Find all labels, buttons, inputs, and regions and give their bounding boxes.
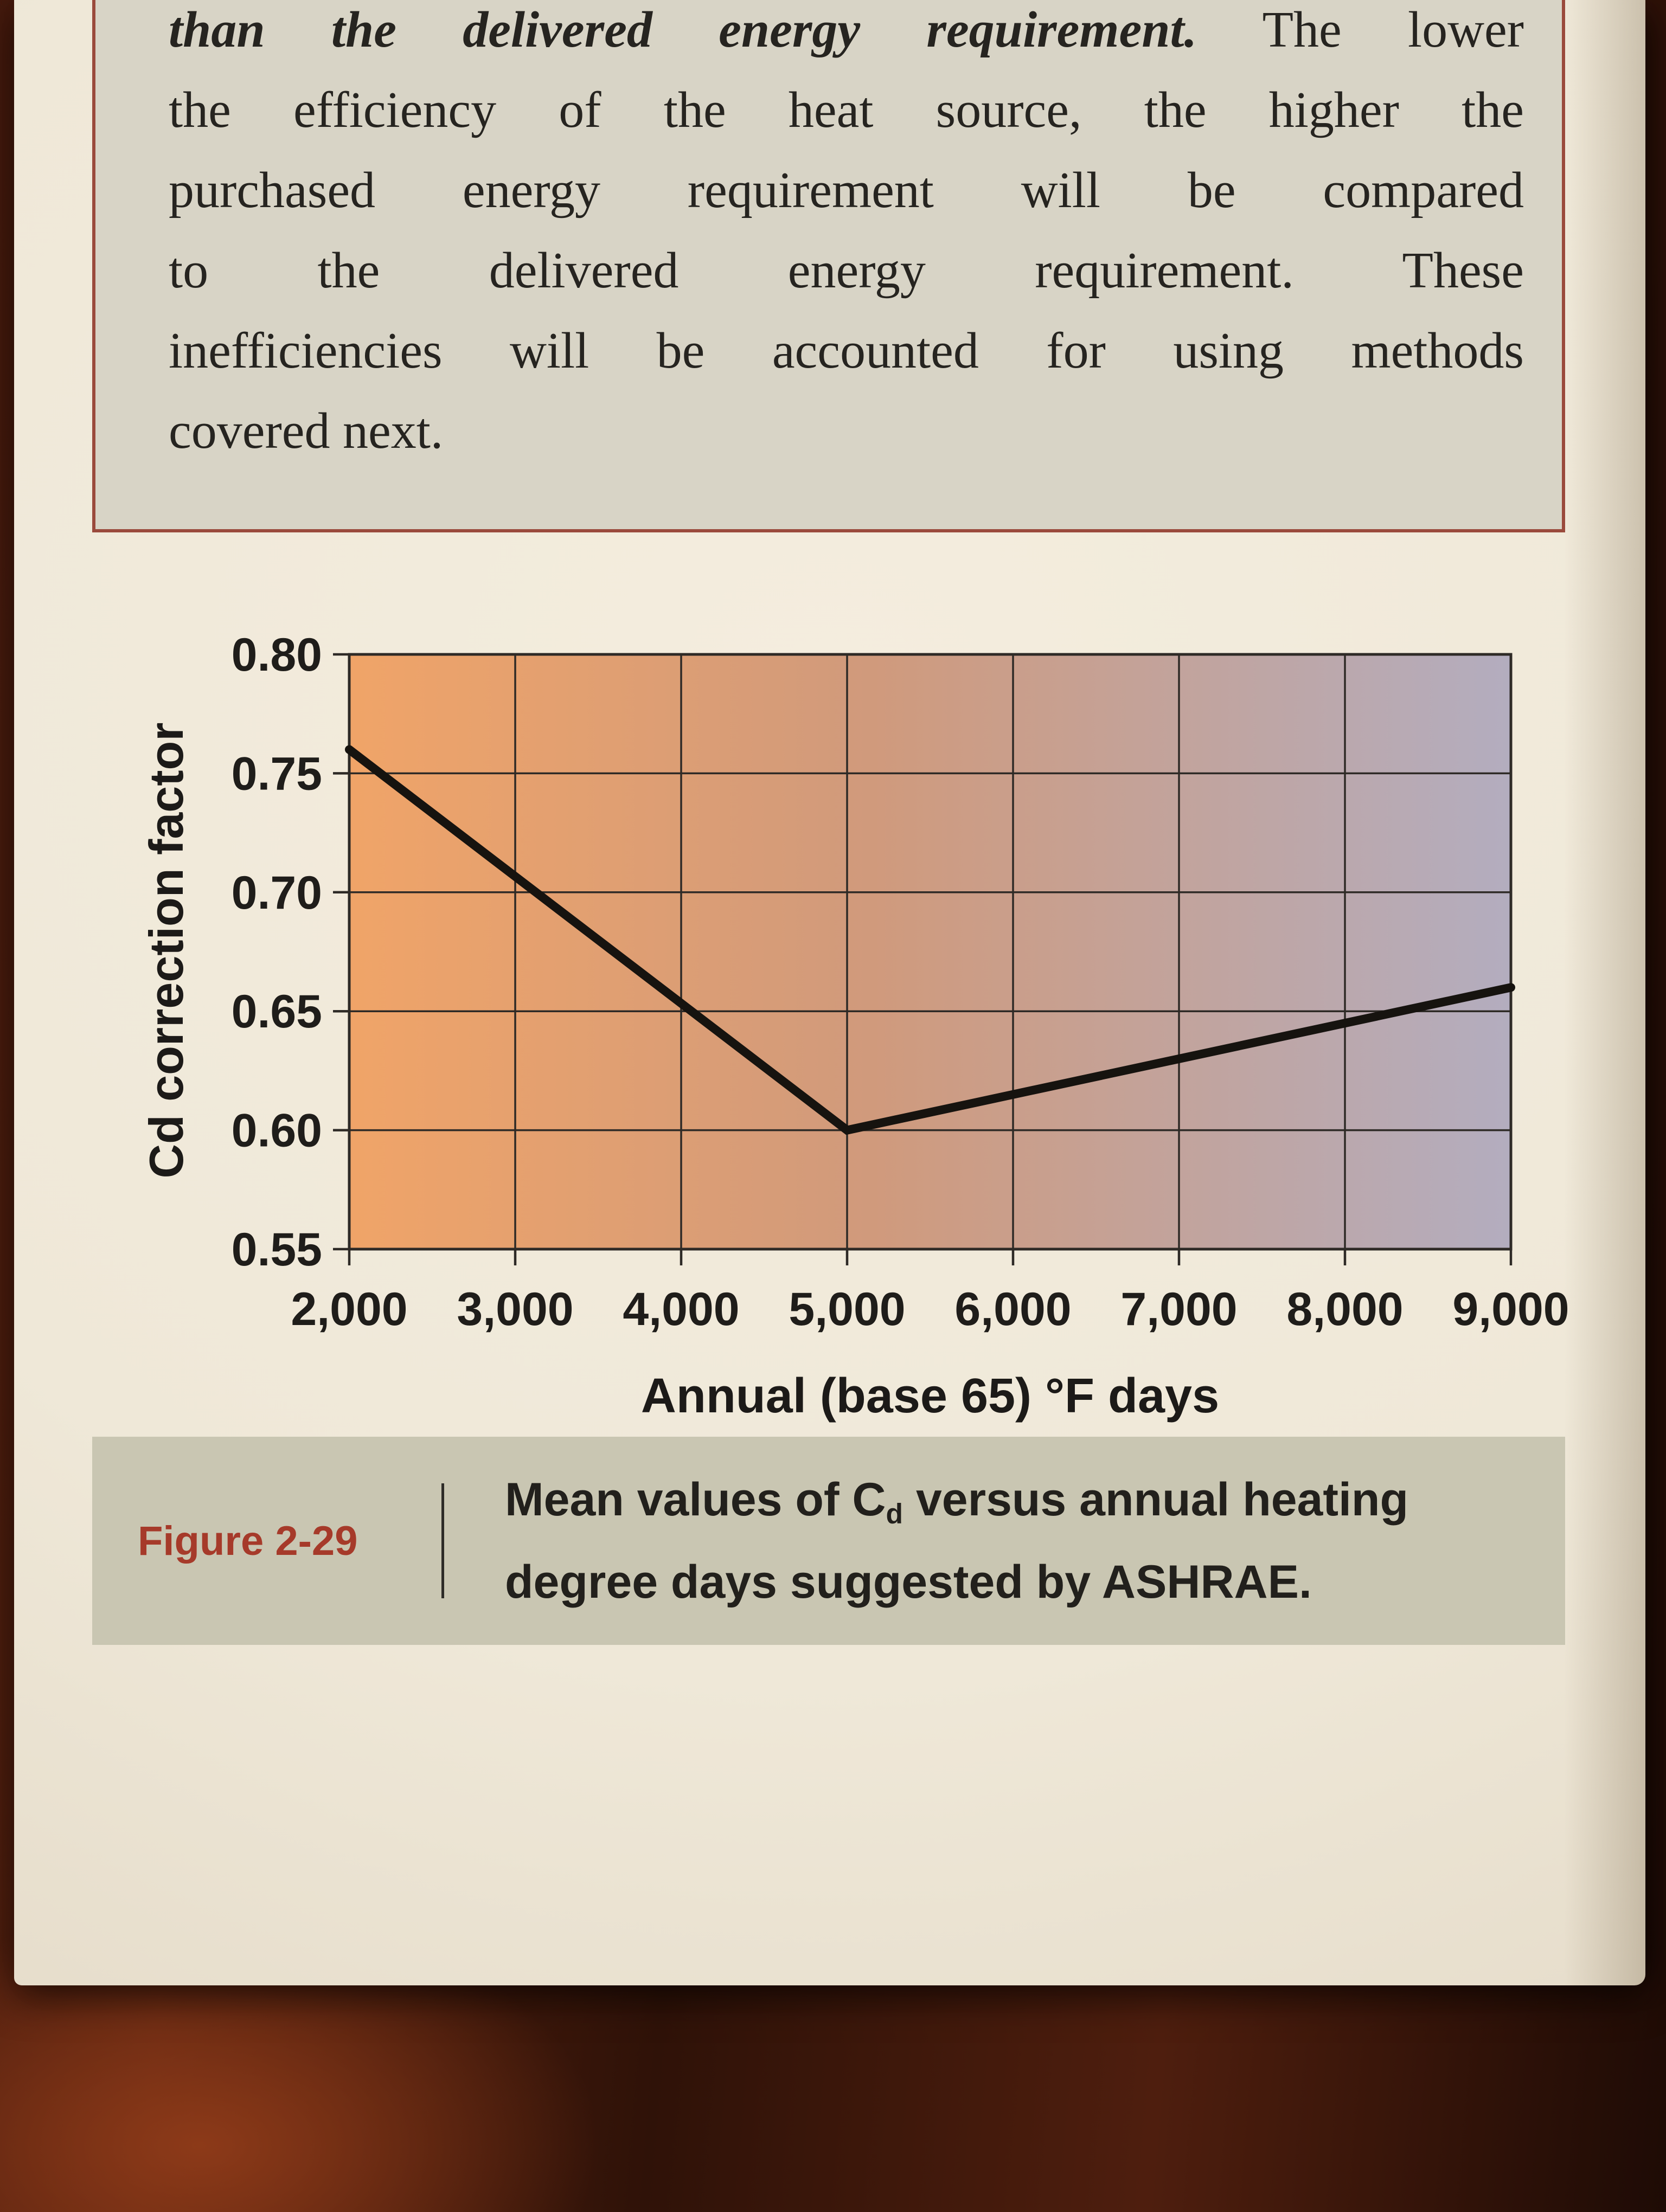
y-tick-label: 0.80 bbox=[232, 629, 322, 681]
x-tick-label: 9,000 bbox=[1452, 1283, 1569, 1335]
x-tick-label: 8,000 bbox=[1286, 1283, 1403, 1335]
x-tick-label: 6,000 bbox=[954, 1283, 1071, 1335]
caption-text-post: versus annual heating degree days sugges… bbox=[505, 1474, 1408, 1608]
x-tick-label: 5,000 bbox=[789, 1283, 905, 1335]
x-tick-label: 3,000 bbox=[457, 1283, 573, 1335]
callout-line1-emphasis: than the delivered energy requirement. bbox=[169, 2, 1197, 58]
y-tick-label: 0.75 bbox=[232, 748, 322, 800]
plot-area bbox=[349, 654, 1511, 1249]
callout-line: the efficiency of the heat source, the h… bbox=[169, 82, 1524, 138]
y-tick-label: 0.60 bbox=[232, 1105, 322, 1157]
caption-divider bbox=[441, 1483, 444, 1598]
x-tick-label: 2,000 bbox=[291, 1283, 407, 1335]
callout-line: inefficiencies will be accounted for usi… bbox=[169, 323, 1524, 379]
callout-line: purchased energy requirement will be com… bbox=[169, 162, 1524, 218]
callout-line1-rest: The lower bbox=[1262, 2, 1524, 58]
callout-box: than the delivered energy requirement. T… bbox=[92, 0, 1565, 532]
figure-caption-text: Mean values of Cd versus annual heating … bbox=[505, 1465, 1492, 1616]
x-tick-label: 7,000 bbox=[1120, 1283, 1237, 1335]
x-tick-label: 4,000 bbox=[623, 1283, 739, 1335]
callout-line: than the delivered energy requirement. T… bbox=[169, 0, 1524, 70]
x-axis-label: Annual (base 65) °F days bbox=[640, 1369, 1220, 1423]
cd-correction-chart: 2,000 3,000 4,000 5,000 6,000 7,000 8,000 9,000… bbox=[232, 629, 1569, 1335]
callout-line: to the delivered energy requirement. The… bbox=[169, 242, 1524, 299]
figure-caption-bar: Figure 2-29 Mean values of Cd versus ann… bbox=[92, 1437, 1565, 1645]
caption-subscript: d bbox=[886, 1497, 904, 1529]
plot-border bbox=[348, 653, 1513, 1251]
figure-label: Figure 2-29 bbox=[138, 1517, 358, 1564]
book-page: than the delivered energy requirement. T… bbox=[14, 0, 1645, 1985]
cd-curve bbox=[345, 745, 1515, 1135]
callout-line: covered next. bbox=[169, 403, 444, 459]
y-tick-label: 0.70 bbox=[232, 867, 322, 919]
y-tick-label: 0.55 bbox=[232, 1224, 322, 1276]
y-tick-label: 0.65 bbox=[232, 986, 322, 1038]
caption-text-pre: Mean values of C bbox=[505, 1474, 886, 1526]
